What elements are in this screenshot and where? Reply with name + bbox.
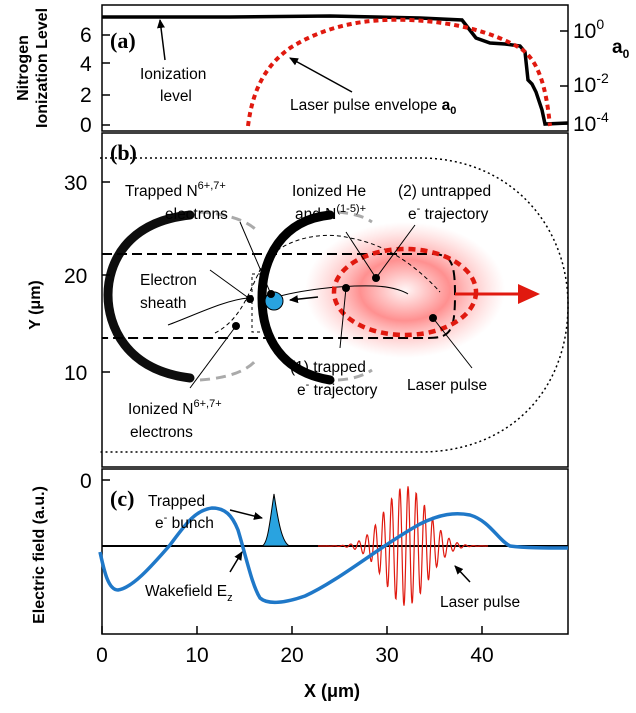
panel-a-right-tick-1e-2: 10-2 (573, 70, 609, 97)
panel-c: 0 Electric field (a.u.) (c) Trapped e- b… (31, 468, 569, 635)
panel-b-label: (b) (110, 140, 137, 165)
panel-a: 6 4 2 0 100 10-2 10-4 a0 Nitrogen Ioniza… (15, 4, 630, 137)
panel-b-tick-10: 10 (64, 362, 87, 385)
panel-a-right-tick-1e-4: 10-4 (573, 109, 609, 136)
trapped-traj-label-1: (1) trapped (290, 359, 366, 376)
trapped-traj-label-2: e- trajectory (297, 379, 378, 399)
panel-c-ylabel: Electric field (a.u.) (31, 486, 48, 624)
shell-trail-top-1 (199, 210, 260, 234)
ionization-arrow (157, 19, 166, 61)
ionized-n-label-1: Ionized N6+,7+ (128, 398, 222, 418)
untrapped-trajectory (214, 234, 441, 334)
ionization-label-2: level (160, 88, 192, 105)
x-tick-40: 40 (470, 644, 493, 667)
bunch-arrow-c (229, 509, 263, 520)
trapped-trajectory (167, 285, 409, 326)
ionized-n-label-2: electrons (130, 424, 193, 441)
panel-a-label: (a) (110, 28, 136, 53)
laser-pulse-label-c: Laser pulse (440, 594, 520, 611)
panel-a-tick-0: 0 (80, 114, 92, 137)
ionization-label-1: Ionization (140, 66, 206, 83)
trapped-bunch-spike (261, 493, 291, 547)
first-bubble-shell (103, 210, 195, 383)
laser-pulse-ellipse (331, 246, 479, 338)
x-axis-label: X (μm) (304, 681, 360, 701)
x-tick-10: 10 (185, 644, 208, 667)
ionization-level-curve (102, 14, 569, 126)
shell-trail-bottom-1 (199, 358, 258, 382)
panel-a-tick-6: 6 (80, 24, 92, 47)
untrapped-label-1: (2) untrapped (398, 183, 491, 200)
x-tick-0: 0 (96, 644, 108, 667)
shell-trail-top-2 (337, 210, 373, 224)
wakefield-arrow (229, 551, 243, 573)
panel-c-tick-0: 0 (80, 470, 92, 493)
envelope-arrow (289, 57, 353, 93)
bunch-label-1: Trapped (148, 493, 205, 510)
panel-a-right-axis-label: a0 (612, 37, 630, 61)
panel-a-ylabel-line2: Ionization Level (34, 8, 51, 128)
trapped-n-dot (267, 290, 275, 298)
laser-arrow-c (454, 565, 471, 583)
panel-a-left-ticks (102, 30, 568, 126)
envelope-label: Laser pulse envelope a0 (290, 97, 456, 117)
trapped-n-label-2: electrons (165, 206, 228, 223)
panel-b-tick-20: 20 (64, 265, 87, 288)
wakefield-curve (98, 506, 569, 605)
bunch-label-2: e- bunch (155, 512, 214, 532)
trapped-n-label-1: Trapped N6+,7+ (125, 180, 226, 200)
panel-b-frame (101, 132, 569, 468)
propagation-arrowhead (518, 284, 540, 304)
panel-a-tick-4: 4 (80, 53, 92, 76)
laser-pulse-label-b: Laser pulse (407, 377, 487, 394)
sheath-label-1: Electron (140, 272, 197, 289)
ionized-he-label-2: and N(1-5)+ (295, 203, 366, 223)
wakefield-label: Wakefield Ez (145, 583, 233, 604)
bunch-arrow (289, 295, 319, 304)
x-tick-20: 20 (280, 644, 303, 667)
laser-oscillation (318, 486, 488, 606)
panel-b-tick-30: 30 (64, 172, 87, 195)
panel-b-ylabel: Y (μm) (27, 280, 44, 330)
panel-a-tick-2: 2 (80, 84, 92, 107)
x-axis (101, 626, 483, 634)
panel-b: 30 20 10 Y (μm) (b) (27, 132, 569, 468)
panel-a-right-tick-1e0: 100 (573, 16, 604, 43)
x-tick-30: 30 (375, 644, 398, 667)
panel-c-frame (101, 468, 569, 635)
panel-a-frame (101, 4, 569, 132)
sheath-label-2: sheath (140, 295, 187, 312)
panel-a-ylabel-line1: Nitrogen (15, 35, 32, 101)
laser-envelope-curve (246, 17, 552, 127)
shell-trail-bottom-2 (337, 368, 373, 382)
untrapped-label-2: e- trajectory (408, 203, 489, 223)
ionized-he-label-1: Ionized He (292, 183, 366, 200)
panel-c-label: (c) (110, 486, 134, 511)
second-bubble-shell (257, 210, 335, 385)
